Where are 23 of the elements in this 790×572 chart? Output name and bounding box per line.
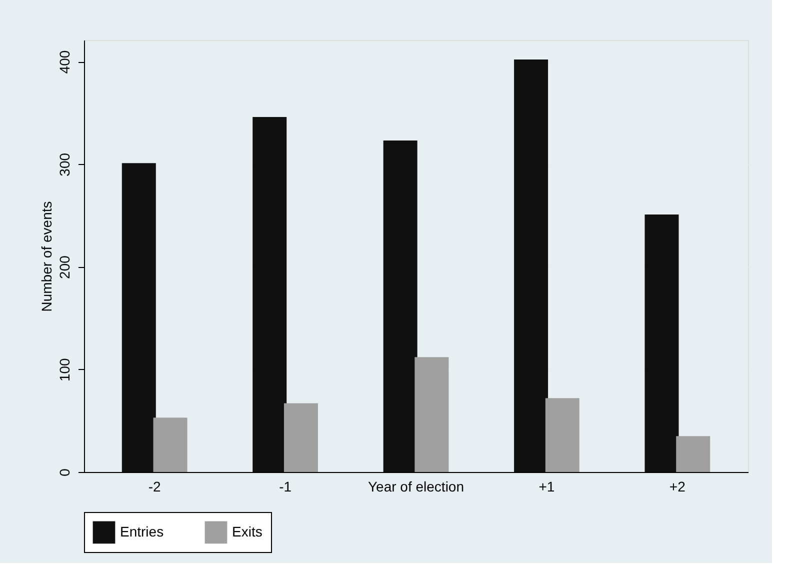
- y-tick-label: 400: [56, 50, 72, 74]
- bar: [383, 140, 418, 472]
- x-tick-label: +1: [538, 478, 555, 494]
- y-tick-label: 0: [56, 468, 72, 476]
- bar: [284, 403, 318, 472]
- bar: [122, 163, 156, 472]
- legend-label: Entries: [120, 523, 164, 540]
- bar: [545, 398, 580, 472]
- bar: [153, 418, 188, 472]
- bar: [676, 436, 710, 472]
- x-tick-label: Year of election: [368, 478, 464, 494]
- y-tick-label: 300: [56, 152, 72, 176]
- x-tick-label: -2: [148, 478, 162, 494]
- bar: [514, 59, 548, 472]
- y-tick-label: 200: [56, 255, 72, 279]
- y-axis-title: Number of events: [38, 201, 54, 312]
- x-tick-label: +2: [669, 478, 686, 494]
- x-tick-label: -1: [279, 478, 292, 494]
- legend-label: Exits: [232, 523, 262, 540]
- bar: [414, 357, 449, 472]
- y-tick-label: 100: [56, 358, 72, 382]
- bar: [252, 116, 287, 472]
- bar: [644, 214, 679, 472]
